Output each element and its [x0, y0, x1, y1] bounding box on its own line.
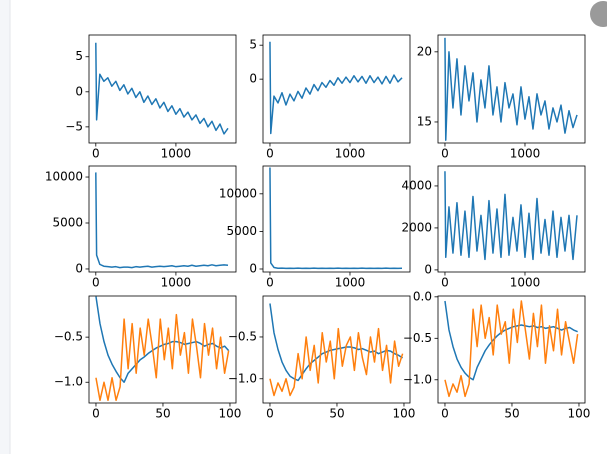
data-line	[95, 172, 229, 269]
x-tick-label: 100	[219, 407, 242, 421]
x-tick-label: 1000	[161, 147, 192, 161]
y-tick-label: 0	[424, 262, 432, 276]
corner-icon[interactable]	[590, 1, 607, 27]
y-tick-label: −5	[65, 119, 83, 133]
y-tick-label: 5000	[226, 224, 257, 238]
y-tick-label: 0.0	[413, 289, 432, 303]
data-line	[269, 41, 403, 135]
x-tick-label: 0	[92, 407, 100, 421]
data-line	[95, 313, 230, 402]
y-tick-label: 5000	[52, 215, 83, 229]
x-tick-label: 50	[155, 407, 170, 421]
axes-frame	[437, 295, 586, 404]
y-tick-label: 20	[417, 44, 432, 58]
x-tick-label: 100	[568, 407, 591, 421]
x-tick-label: 0	[92, 276, 100, 290]
data-line	[269, 167, 403, 270]
axes-frame	[88, 165, 237, 273]
x-tick-label: 1000	[335, 276, 366, 290]
y-tick-label: 2000	[401, 220, 432, 234]
data-line	[269, 327, 404, 397]
x-tick-label: 1000	[161, 276, 192, 290]
x-tick-label: 1000	[335, 147, 366, 161]
x-tick-label: 0	[266, 276, 274, 290]
y-tick-label: 5	[249, 38, 257, 52]
axes-frame	[262, 295, 411, 404]
axes-frame	[437, 34, 586, 144]
y-tick-label: 0	[249, 72, 257, 86]
y-tick-label: −0.5	[54, 330, 83, 344]
data-line	[444, 37, 578, 141]
y-tick-label: 15	[417, 114, 432, 128]
data-line	[444, 300, 579, 398]
axes-frame	[262, 34, 411, 144]
y-tick-label: −1.0	[228, 371, 257, 385]
y-tick-label: 4000	[401, 178, 432, 192]
x-tick-label: 50	[329, 407, 344, 421]
y-tick-label: 10000	[219, 186, 257, 200]
y-tick-label: 0	[75, 261, 83, 275]
axes-frame	[262, 165, 411, 273]
x-tick-label: 0	[441, 147, 449, 161]
axes-frame	[88, 34, 237, 144]
x-tick-label: 1000	[510, 276, 541, 290]
axes-frame	[437, 165, 586, 273]
x-tick-label: 0	[266, 147, 274, 161]
data-line	[444, 171, 578, 261]
x-tick-label: 0	[441, 276, 449, 290]
y-tick-label: −1.0	[403, 372, 432, 386]
axes-frame	[88, 295, 237, 404]
y-tick-label: 0	[75, 84, 83, 98]
x-tick-label: 0	[92, 147, 100, 161]
y-tick-label: −1.0	[54, 375, 83, 389]
data-line	[95, 42, 229, 135]
x-tick-label: 50	[504, 407, 519, 421]
y-tick-label: 10000	[45, 170, 83, 184]
y-tick-label: 0	[249, 261, 257, 275]
y-tick-label: 5	[75, 49, 83, 63]
x-tick-label: 100	[393, 407, 416, 421]
x-tick-label: 0	[266, 407, 274, 421]
y-tick-label: −0.5	[228, 329, 257, 343]
x-tick-label: 1000	[510, 147, 541, 161]
side-strip	[0, 0, 10, 454]
x-tick-label: 0	[441, 407, 449, 421]
y-tick-label: −0.5	[403, 331, 432, 345]
